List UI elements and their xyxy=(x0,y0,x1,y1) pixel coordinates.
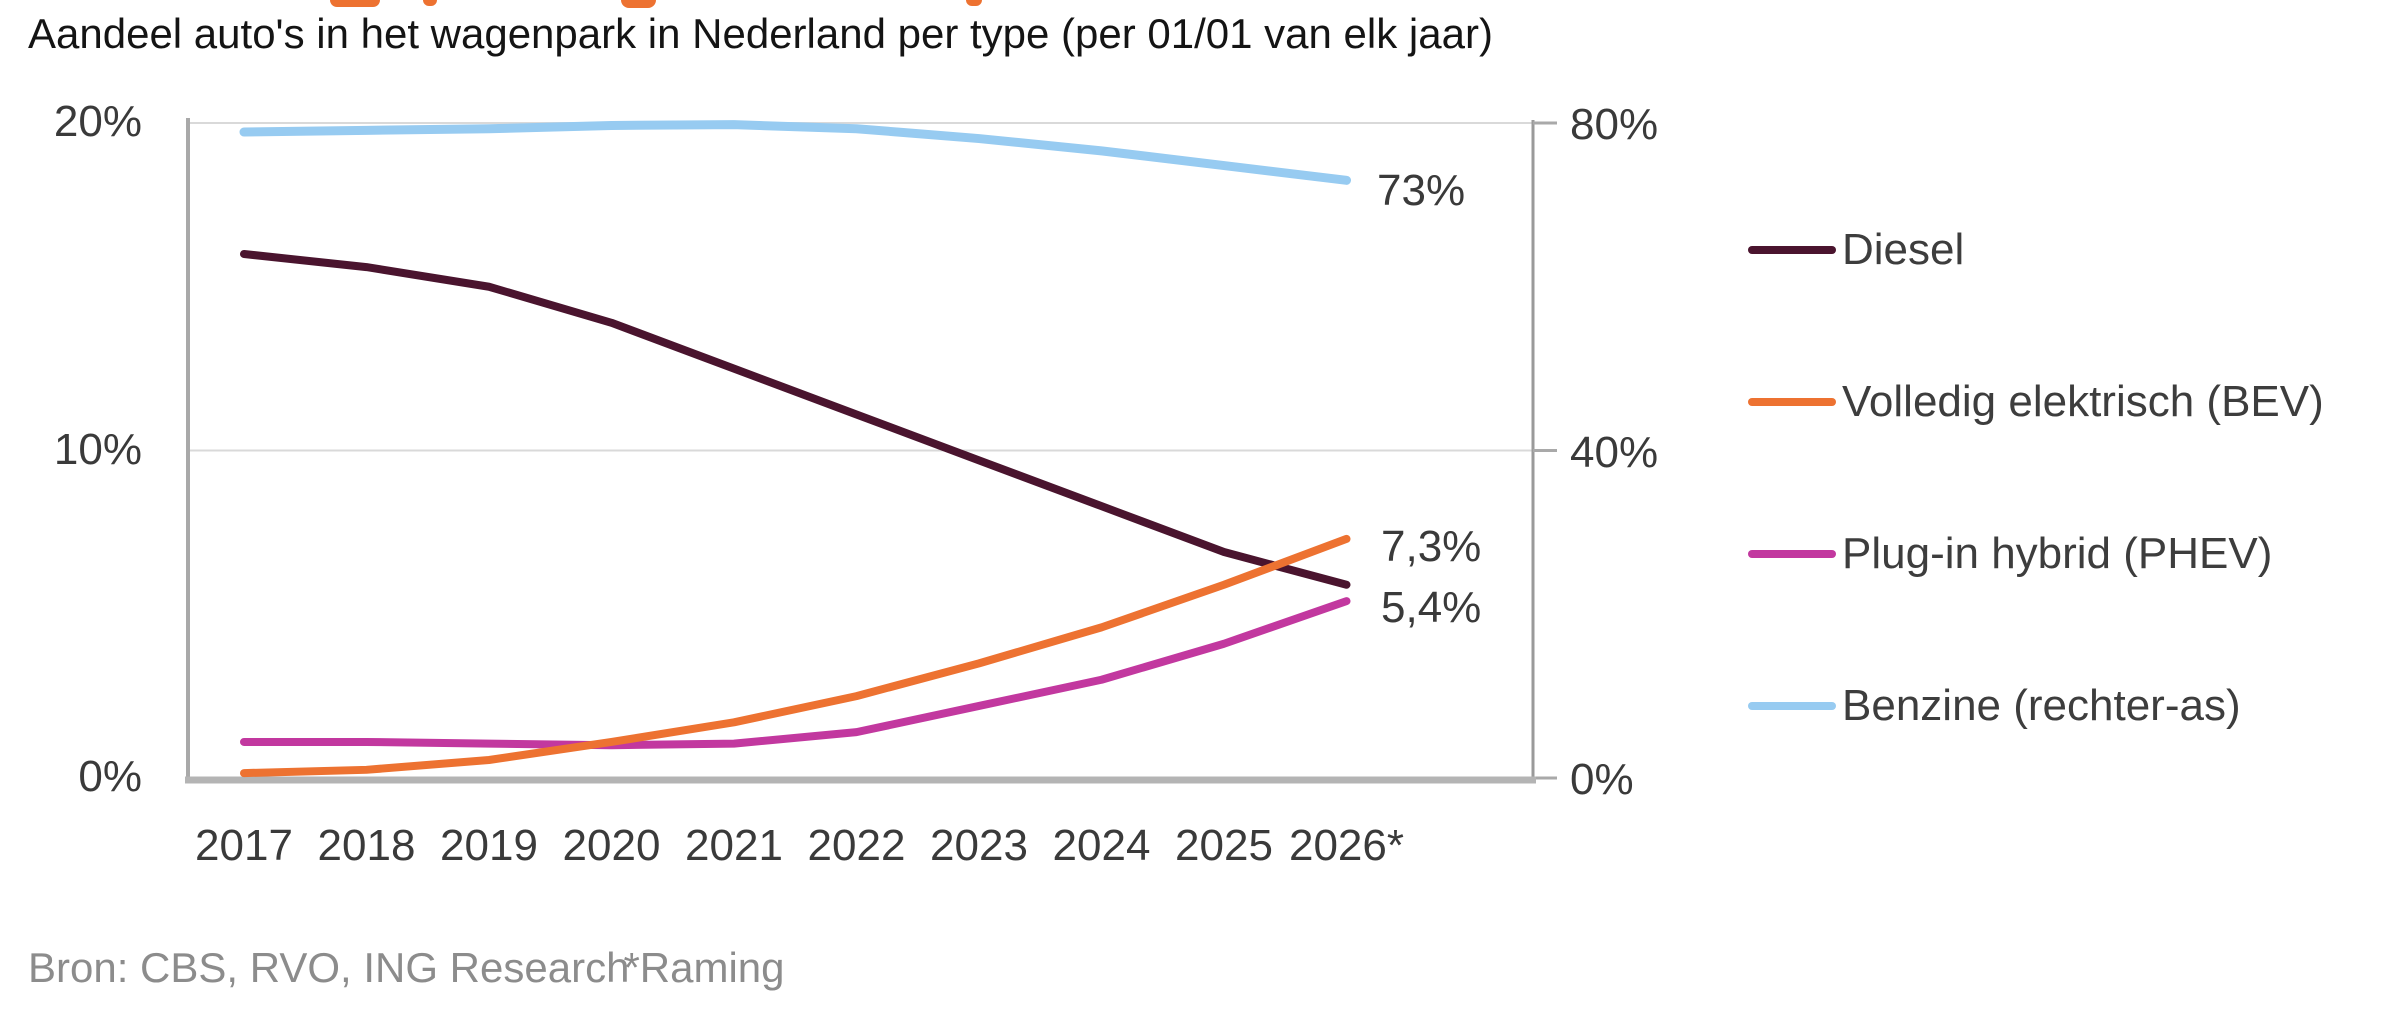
x-axis-label: 2018 xyxy=(317,821,416,870)
phev-line-swatch xyxy=(1748,550,1836,558)
legend-item-bev: Volledig elektrisch (BEV) xyxy=(1748,377,2324,427)
x-axis-label: 2025 xyxy=(1175,821,1273,870)
x-axis-label: 2017 xyxy=(195,821,293,870)
data-label-phev: 5,4% xyxy=(1381,583,1482,632)
left-axis-tick-label: 20% xyxy=(53,97,142,146)
series-line-diesel xyxy=(240,250,1351,589)
x-axis-label: 2019 xyxy=(440,821,538,870)
legend-item-benzine: Benzine (rechter-as) xyxy=(1748,681,2241,731)
data-label-bev: 7,3% xyxy=(1381,522,1482,571)
benzine-line-swatch xyxy=(1748,702,1836,710)
diesel-line-swatch xyxy=(1748,246,1836,254)
legend-label: Benzine (rechter-as) xyxy=(1842,681,2241,730)
x-axis-label: 2026* xyxy=(1288,821,1405,870)
x-axis-label: 2021 xyxy=(685,821,783,870)
series-line-volledig-elektrisch-bev xyxy=(240,534,1351,778)
series-line-plug-in-hybrid-phev xyxy=(240,597,1351,750)
x-axis-label: 2022 xyxy=(807,821,906,870)
clipped-heading-fragment xyxy=(621,0,656,8)
right-axis-tick-label: 40% xyxy=(1570,427,1659,477)
legend-item-phev: Plug-in hybrid (PHEV) xyxy=(1748,529,2272,579)
series-line-benzine-rechter-as xyxy=(239,120,1351,185)
clipped-heading-fragment xyxy=(423,0,437,6)
x-axis-label: 2020 xyxy=(562,821,661,870)
data-label-benzine: 73% xyxy=(1377,166,1466,215)
right-axis-tick-label: 0% xyxy=(1570,755,1634,804)
legend-label: Diesel xyxy=(1842,225,1965,274)
x-axis-label: 2024 xyxy=(1052,821,1151,870)
legend-label: Volledig elektrisch (BEV) xyxy=(1842,377,2324,426)
legend-label: Plug-in hybrid (PHEV) xyxy=(1842,529,2273,578)
bev-line-swatch xyxy=(1748,398,1836,406)
source-text: Bron: CBS, RVO, ING Research xyxy=(28,944,630,991)
right-axis-tick-label: 80% xyxy=(1570,100,1659,149)
footnote-raming: *Raming xyxy=(623,944,785,991)
clipped-heading-fragment xyxy=(330,0,380,7)
chart-title: Aandeel auto's in het wagenpark in Neder… xyxy=(28,10,1493,57)
clipped-heading-fragment xyxy=(966,0,982,6)
left-axis-tick-label: 10% xyxy=(53,424,142,474)
legend-item-diesel: Diesel xyxy=(1748,225,1964,275)
source-note: Bron: CBS, RVO, ING Research *Raming xyxy=(28,944,785,992)
x-axis-label: 2023 xyxy=(930,821,1028,870)
left-axis-tick-label: 0% xyxy=(78,752,142,801)
